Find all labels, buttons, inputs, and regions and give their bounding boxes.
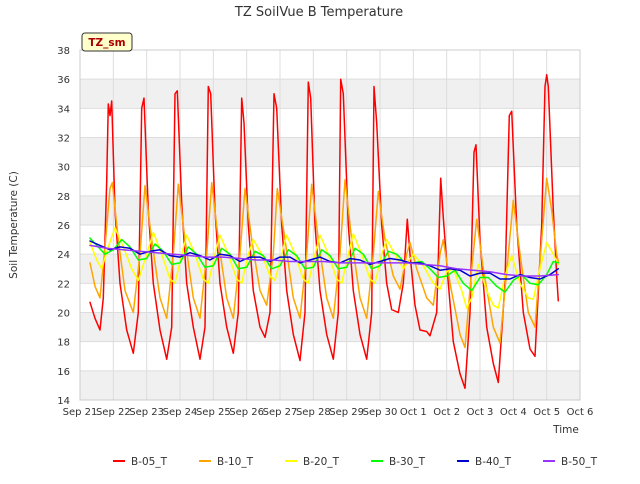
y-tick-label: 32 bbox=[57, 134, 70, 145]
y-tick-label: 38 bbox=[57, 46, 70, 57]
x-tick-label: Sep 25 bbox=[196, 407, 231, 418]
series-line-B-40_T bbox=[89, 240, 560, 280]
series-lines bbox=[89, 74, 560, 390]
background-band bbox=[80, 225, 580, 255]
series-line-B-50_T bbox=[89, 244, 560, 277]
x-tick-label: Oct 2 bbox=[433, 407, 460, 418]
background-band bbox=[80, 50, 580, 80]
legend-label: B-20_T bbox=[303, 456, 340, 468]
x-tick-label: Oct 6 bbox=[567, 407, 594, 418]
legend-label: B-30_T bbox=[389, 456, 426, 468]
legend-label: B-50_T bbox=[561, 456, 598, 468]
x-tick-label: Sep 28 bbox=[296, 407, 331, 418]
y-tick-label: 16 bbox=[57, 367, 70, 378]
x-tick-label: Sep 29 bbox=[329, 407, 364, 418]
background-band bbox=[80, 312, 580, 342]
x-tick-label: Oct 5 bbox=[533, 407, 560, 418]
y-tick-label: 14 bbox=[57, 396, 70, 407]
legend: B-05_T B-10_T B-20_T B-30_T B-40_T B-50_T bbox=[113, 456, 598, 468]
x-tick-label: Oct 3 bbox=[467, 407, 494, 418]
gridlines bbox=[79, 49, 581, 401]
y-tick-label: 30 bbox=[57, 163, 70, 174]
y-axis-ticks: 14 16 18 20 22 24 26 28 30 32 34 36 38 bbox=[57, 46, 70, 407]
y-axis-label: Soil Temperature (C) bbox=[8, 171, 20, 279]
annotation-box: TZ_sm bbox=[81, 32, 133, 52]
background-band bbox=[80, 195, 580, 225]
x-tick-label: Sep 21 bbox=[63, 407, 98, 418]
series-line-B-30_T bbox=[89, 237, 560, 293]
legend-label: B-10_T bbox=[217, 456, 254, 468]
background-band bbox=[80, 79, 580, 109]
x-tick-label: Sep 27 bbox=[263, 407, 298, 418]
legend-label: B-05_T bbox=[131, 456, 168, 468]
background-band bbox=[80, 370, 580, 400]
y-tick-label: 36 bbox=[57, 75, 70, 86]
background-band bbox=[80, 137, 580, 167]
y-tick-label: 24 bbox=[57, 250, 70, 261]
y-tick-label: 22 bbox=[57, 279, 70, 290]
x-tick-label: Sep 26 bbox=[229, 407, 264, 418]
chart-title: TZ SoilVue B Temperature bbox=[234, 5, 403, 20]
x-tick-label: Sep 23 bbox=[129, 407, 164, 418]
x-axis-label: Time bbox=[552, 424, 579, 436]
y-tick-label: 20 bbox=[57, 309, 70, 320]
y-tick-label: 28 bbox=[57, 192, 70, 203]
y-tick-label: 34 bbox=[57, 104, 70, 115]
x-tick-label: Oct 4 bbox=[500, 407, 527, 418]
y-tick-label: 18 bbox=[57, 338, 70, 349]
plot-frame bbox=[79, 49, 581, 401]
x-tick-label: Sep 24 bbox=[163, 407, 198, 418]
x-tick-label: Sep 22 bbox=[96, 407, 131, 418]
x-tick-label: Sep 30 bbox=[363, 407, 398, 418]
background-bands bbox=[80, 50, 580, 400]
legend-label: B-40_T bbox=[475, 456, 512, 468]
background-band bbox=[80, 166, 580, 196]
series-line-B-10_T bbox=[89, 177, 560, 349]
x-tick-label: Oct 1 bbox=[400, 407, 427, 418]
y-tick-label: 26 bbox=[57, 221, 70, 232]
background-band bbox=[80, 108, 580, 138]
annotation-label: TZ_sm bbox=[88, 37, 125, 49]
